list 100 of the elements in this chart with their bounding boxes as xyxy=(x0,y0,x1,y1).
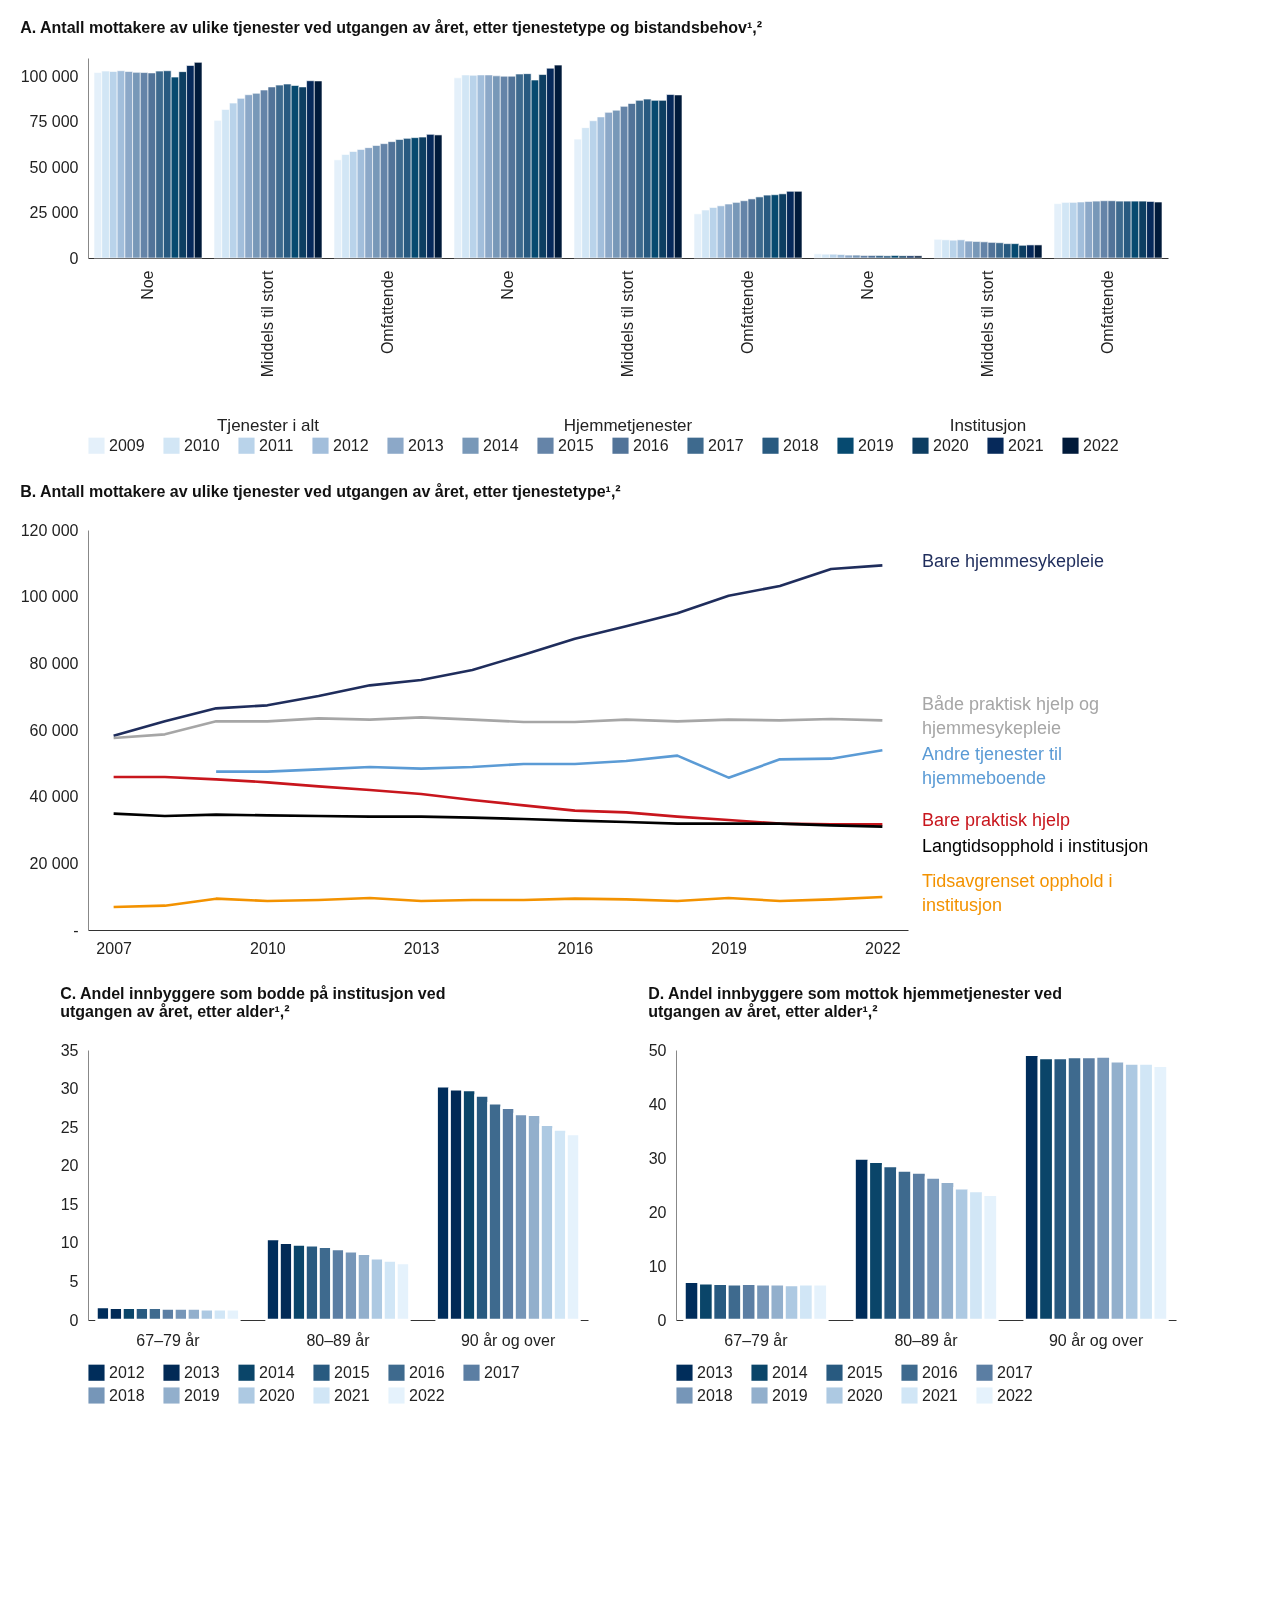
y-tick-label: 30 xyxy=(60,1080,79,1098)
y-tick-label: 25 xyxy=(60,1118,79,1136)
line-series xyxy=(112,812,884,828)
x-tick-label: 90 år og over xyxy=(460,1331,556,1349)
y-tick-label: 0 xyxy=(69,249,79,267)
y-tick-label: 20 xyxy=(60,1157,79,1175)
legend-label: 2017 xyxy=(708,436,744,454)
legend-label: 2022 xyxy=(1083,436,1119,454)
legend-label: 2020 xyxy=(259,1386,295,1404)
text: Hjemmetjenester xyxy=(563,416,693,435)
legend-label: 2013 xyxy=(184,1363,220,1381)
y-tick-label: 5 xyxy=(69,1272,79,1290)
chart-title: C. Andel innbyggere som bodde på institusjon ved utgangen av året, etter alder¹,² xyxy=(60,985,446,1020)
legend-label: 2020 xyxy=(847,1386,883,1404)
y-tick-label: 20 000 xyxy=(29,854,79,872)
legend-label: 2019 xyxy=(184,1386,220,1404)
legend-label: 2017 xyxy=(484,1363,520,1381)
line-series xyxy=(214,749,884,779)
y-tick-label: 0 xyxy=(657,1311,667,1329)
legend-label: 2015 xyxy=(334,1363,370,1381)
legend-label: 2015 xyxy=(558,436,594,454)
y-tick-label: 40 000 xyxy=(29,788,79,806)
text: Både praktisk hjelp og hjemmesykepleie xyxy=(922,694,1100,739)
y-tick-label: 100 000 xyxy=(20,67,79,85)
x-tick-label: Omfattende xyxy=(739,270,756,355)
legend-label: 2015 xyxy=(847,1363,883,1381)
legend-label: 2013 xyxy=(408,436,444,454)
line-series xyxy=(112,716,884,740)
text: Tidsavgrenset opphold i institusjon xyxy=(922,871,1113,915)
x-tick-label: 2022 xyxy=(865,939,901,957)
y-tick-label: 25 000 xyxy=(29,204,79,222)
x-tick-label: 80–89 år xyxy=(894,1331,959,1349)
x-tick-label: Middels til stort xyxy=(979,269,996,378)
legend-label: 2009 xyxy=(109,436,145,454)
x-tick-label: Noe xyxy=(499,270,516,300)
x-tick-label: 2019 xyxy=(711,939,748,957)
legend-label: 2018 xyxy=(109,1386,145,1404)
y-tick-label: 10 xyxy=(60,1234,79,1252)
legend-label: 2022 xyxy=(409,1386,445,1404)
y-tick-label: 20 xyxy=(648,1203,667,1221)
legend-label: 2018 xyxy=(783,436,819,454)
y-tick-label: 100 000 xyxy=(20,588,79,606)
legend-label: 2019 xyxy=(858,436,894,454)
line-series xyxy=(112,895,884,909)
y-tick-label: 120 000 xyxy=(20,521,79,539)
legend-label: 2019 xyxy=(772,1386,808,1404)
legend-label: 2018 xyxy=(697,1386,733,1404)
legend-label: 2020 xyxy=(933,436,969,454)
y-tick-label: 50 xyxy=(648,1041,667,1059)
y-tick-label: 15 xyxy=(60,1195,79,1213)
y-tick-label: 10 xyxy=(648,1257,667,1275)
y-tick-label: 30 xyxy=(648,1149,667,1167)
x-tick-label: 2010 xyxy=(250,939,286,957)
legend-label: 2016 xyxy=(633,436,669,454)
legend-label: 2016 xyxy=(922,1363,958,1381)
x-tick-label: Middels til stort xyxy=(259,269,276,378)
y-tick-label: 35 xyxy=(60,1041,79,1059)
text: Bare praktisk hjelp xyxy=(922,810,1071,831)
y-tick-label: - xyxy=(73,921,79,939)
x-tick-label: 67–79 år xyxy=(136,1331,201,1349)
y-tick-label: 50 000 xyxy=(29,158,79,176)
x-tick-label: 67–79 år xyxy=(724,1331,789,1349)
x-tick-label: 2007 xyxy=(96,939,133,957)
x-tick-label: 2013 xyxy=(403,939,440,957)
chart-title: D. Andel innbyggere som mottok hjemmetjenester ved utgangen av året, etter alder¹,² xyxy=(648,985,1062,1020)
text: Langtidsopphold i institusjon xyxy=(922,836,1149,857)
x-tick-label: 80–89 år xyxy=(306,1331,371,1349)
legend-label: 2021 xyxy=(1008,436,1044,454)
x-tick-label: 90 år og over xyxy=(1048,1331,1144,1349)
legend-label: 2016 xyxy=(409,1363,445,1381)
x-tick-label: Omfattende xyxy=(379,270,396,355)
text: Tjenester i alt xyxy=(216,416,320,435)
x-tick-label: Noe xyxy=(139,270,156,300)
y-tick-label: 80 000 xyxy=(29,654,79,672)
y-tick-label: 75 000 xyxy=(29,113,79,131)
legend-label: 2011 xyxy=(259,436,294,454)
legend-label: 2014 xyxy=(483,436,519,454)
text: 2013 xyxy=(697,1363,733,1381)
text: Bare hjemmesykepleie xyxy=(922,551,1105,572)
legend-label: 2012 xyxy=(333,436,369,454)
chart-title: B. Antall mottakere av ulike tjenester ved utgangen av året, etter tjenestetype¹,² xyxy=(20,483,621,500)
text: Andre tjenester til hjemmeboende xyxy=(922,744,1063,789)
line-series xyxy=(112,564,884,737)
x-tick-label: Omfattende xyxy=(1099,270,1116,355)
legend-label: 2010 xyxy=(184,436,220,454)
legend-label: 2014 xyxy=(259,1363,295,1381)
legend-label: 2021 xyxy=(334,1386,370,1404)
legend-label: 2021 xyxy=(922,1386,958,1404)
x-tick-label: 2016 xyxy=(557,939,594,957)
text: Institusjon xyxy=(949,416,1027,435)
chart-title: A. Antall mottakere av ulike tjenester ved utgangen av året, etter tjenestetype og bistandsbehov¹,² xyxy=(20,19,762,36)
x-tick-label: Noe xyxy=(859,270,876,300)
y-tick-label: 40 xyxy=(648,1095,667,1113)
legend-label: 2012 xyxy=(109,1363,145,1381)
x-tick-label: Middels til stort xyxy=(619,269,636,378)
legend-label: 2022 xyxy=(997,1386,1033,1404)
y-tick-label: 60 000 xyxy=(29,721,79,739)
y-tick-label: 0 xyxy=(69,1311,79,1329)
legend-label: 2017 xyxy=(997,1363,1033,1381)
legend-label: 2014 xyxy=(772,1363,808,1381)
